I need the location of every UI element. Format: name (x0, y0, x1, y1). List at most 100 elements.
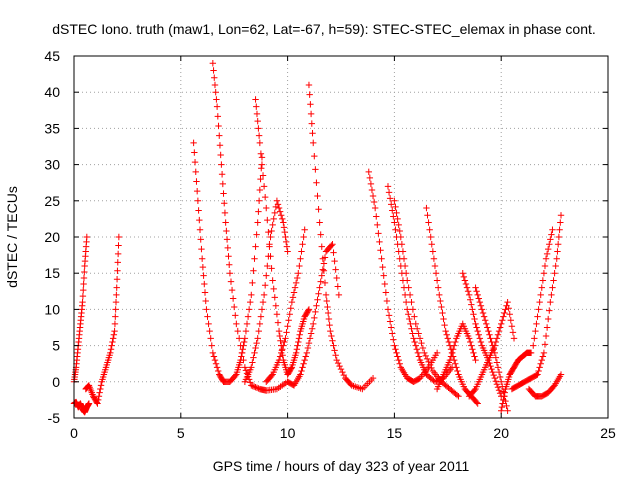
data-point (471, 387, 478, 394)
data-point (393, 209, 400, 217)
data-point (446, 356, 454, 364)
data-point (548, 231, 555, 238)
data-point (476, 335, 484, 342)
data-point (431, 378, 439, 385)
data-point (336, 362, 343, 370)
data-point (94, 400, 101, 407)
series-18 (465, 298, 518, 400)
y-tick-label: 25 (44, 193, 60, 209)
x-tick-label: 5 (177, 425, 185, 441)
data-point (268, 265, 275, 272)
data-point (425, 219, 432, 226)
data-point (468, 301, 475, 308)
data-point (543, 250, 551, 258)
data-point (264, 262, 271, 270)
data-point (108, 342, 115, 349)
data-point (408, 325, 415, 332)
data-point (492, 338, 500, 346)
data-point (489, 368, 496, 376)
data-point (249, 279, 256, 287)
data-point (267, 233, 274, 241)
data-point (426, 226, 433, 233)
data-point (552, 262, 559, 270)
data-point (302, 353, 309, 360)
data-point (468, 342, 475, 349)
data-point (483, 320, 490, 328)
data-point (369, 374, 377, 382)
data-point (307, 330, 315, 337)
data-point (474, 400, 481, 407)
data-point (210, 67, 217, 74)
data-point (320, 267, 328, 274)
data-point (96, 389, 103, 396)
data-point (219, 180, 227, 188)
data-point (113, 291, 120, 299)
data-point (192, 168, 199, 176)
data-point (234, 327, 241, 335)
data-point (276, 353, 284, 360)
data-point (240, 338, 248, 346)
data-point (328, 242, 335, 249)
data-point (406, 315, 413, 323)
data-point (273, 197, 281, 204)
data-point (331, 347, 338, 354)
data-point (485, 327, 492, 335)
data-point (504, 407, 511, 414)
series-9 (305, 81, 377, 393)
data-point (268, 372, 275, 379)
series-13 (391, 197, 462, 400)
data-point (453, 391, 461, 399)
x-axis-label: GPS time / hours of day 323 of year 2011 (213, 458, 470, 474)
data-point (494, 331, 502, 338)
data-point (263, 272, 270, 279)
data-point (334, 283, 341, 290)
data-point (229, 295, 237, 302)
data-point (305, 306, 313, 313)
data-point (471, 353, 478, 360)
data-point (218, 161, 225, 168)
data-point (433, 349, 441, 357)
data-point (544, 315, 552, 323)
data-point (505, 304, 512, 312)
data-point (469, 346, 476, 353)
data-point (312, 308, 319, 316)
data-point (233, 320, 240, 328)
data-point (533, 371, 540, 379)
data-point (397, 233, 405, 241)
data-point (384, 183, 392, 190)
data-point (265, 228, 272, 236)
data-point (385, 312, 393, 319)
data-point (462, 280, 470, 288)
data-point (538, 356, 545, 364)
data-point (266, 243, 273, 250)
data-point (300, 360, 307, 367)
data-point (256, 320, 264, 328)
data-point (110, 331, 118, 338)
data-point (504, 298, 511, 306)
data-point (296, 331, 303, 338)
data-point (194, 197, 202, 204)
data-point (256, 186, 264, 194)
data-point (308, 325, 316, 332)
data-point (253, 231, 260, 238)
data-point (311, 152, 318, 160)
data-point (436, 291, 443, 299)
data-point (238, 349, 246, 357)
data-point (542, 332, 550, 340)
data-point (371, 204, 379, 212)
data-point (114, 267, 121, 274)
data-point (539, 277, 547, 284)
data-point (496, 373, 504, 381)
data-point (506, 311, 513, 318)
data-point (495, 387, 503, 394)
data-point (487, 362, 494, 370)
data-point (547, 236, 554, 243)
data-point (384, 306, 392, 313)
data-point (249, 382, 256, 390)
data-point (404, 306, 411, 313)
data-point (320, 260, 328, 267)
data-point (432, 270, 440, 277)
data-point (255, 125, 262, 132)
data-point (381, 280, 388, 288)
data-point (535, 306, 542, 313)
